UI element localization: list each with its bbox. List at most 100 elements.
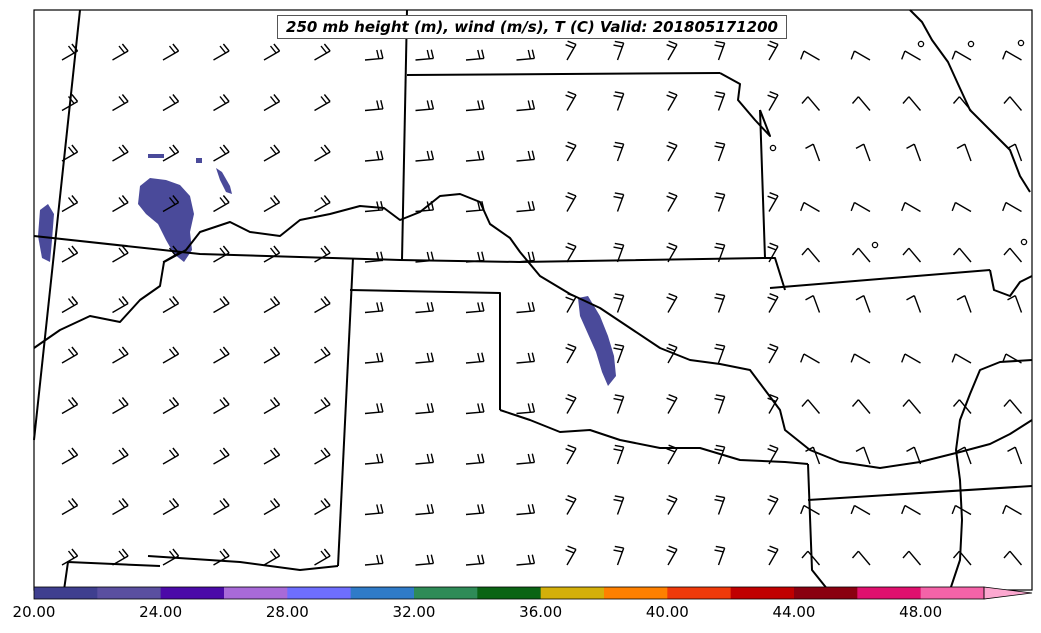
- boundary-line: [769, 269, 991, 289]
- wind-barb: [565, 91, 577, 111]
- wind-barb: [952, 399, 972, 414]
- wind-barb: [516, 49, 536, 61]
- wind-barb: [767, 343, 779, 364]
- wind-barb: [314, 195, 331, 213]
- wind-barb: [850, 50, 871, 61]
- wind-barb: [613, 545, 625, 566]
- temperature-shading: [38, 154, 616, 386]
- shade-region-colorado: [138, 178, 194, 262]
- wind-barb: [162, 346, 180, 364]
- wind-barb: [714, 40, 726, 61]
- shade-region-small-north: [216, 168, 232, 194]
- wind-barb: [263, 245, 281, 263]
- wind-barb: [61, 195, 79, 213]
- wind-barb: [855, 143, 871, 162]
- wind-barb: [162, 447, 180, 465]
- wind-barb: [61, 94, 79, 112]
- wind-barb: [851, 247, 871, 263]
- wind-barb: [801, 550, 821, 566]
- wind-barb: [855, 294, 871, 313]
- colorbar-swatch: [97, 587, 162, 599]
- wind-barb: [801, 96, 821, 111]
- boundary-line: [33, 9, 81, 441]
- wind-barb: [364, 352, 384, 364]
- wind-barb: [415, 453, 435, 465]
- wind-barb: [613, 141, 625, 162]
- wind-barb: [162, 397, 180, 415]
- colorbar-outline: [33, 586, 985, 600]
- boundary-line: [406, 72, 721, 76]
- wind-barb: [902, 399, 922, 414]
- wind-barb: [666, 91, 678, 111]
- calm-wind-markers: [769, 39, 1028, 249]
- colorbar-swatch: [920, 587, 985, 599]
- wind-barb: [666, 192, 678, 212]
- wind-barbs: [61, 40, 1023, 566]
- wind-barb: [1002, 50, 1022, 61]
- wind-barb: [666, 495, 678, 515]
- wind-barb: [415, 201, 435, 213]
- wind-barb: [666, 242, 678, 263]
- wind-barb: [901, 504, 921, 516]
- wind-barb: [415, 554, 435, 566]
- wind-barb: [850, 201, 871, 213]
- wind-barb: [565, 293, 577, 313]
- boundary-line: [499, 409, 809, 465]
- colorbar-swatch: [540, 587, 605, 599]
- wind-barb: [906, 294, 922, 313]
- wind-barb: [213, 346, 230, 364]
- wind-barb: [61, 296, 79, 314]
- boundary-line: [33, 235, 766, 263]
- wind-barb: [801, 247, 821, 263]
- wind-barb: [666, 141, 678, 162]
- wind-barb: [767, 495, 779, 515]
- wind-barb: [666, 343, 678, 364]
- wind-barb: [714, 444, 726, 465]
- wind-barb: [213, 144, 230, 162]
- wind-barb: [851, 96, 871, 111]
- colorbar-tick-label: 20.00: [12, 603, 56, 621]
- wind-barb: [61, 245, 79, 263]
- wind-barb: [213, 195, 230, 213]
- wind-barb: [465, 302, 485, 314]
- colorbar-tick-label: 40.00: [645, 603, 689, 621]
- wind-barb: [112, 195, 129, 213]
- map-frame: [33, 9, 1033, 591]
- boundary-line: [337, 257, 354, 567]
- wind-barb: [1003, 399, 1023, 414]
- calm-circle: [917, 40, 925, 48]
- wind-barb: [516, 302, 536, 314]
- wind-barb: [162, 548, 180, 566]
- wind-barb: [714, 141, 726, 162]
- colorbar-swatch: [857, 587, 922, 599]
- calm-circle: [1017, 39, 1025, 47]
- wind-barb: [805, 294, 821, 313]
- wind-barb: [851, 550, 871, 566]
- wind-barb: [61, 346, 79, 364]
- wind-barb: [516, 150, 536, 162]
- wind-barb: [263, 447, 281, 465]
- colorbar-swatch: [34, 587, 98, 599]
- wind-barb: [465, 352, 485, 364]
- wind-barb: [314, 447, 331, 465]
- wind-barb: [516, 554, 536, 566]
- wind-barb: [314, 144, 331, 162]
- wind-barb: [213, 94, 230, 112]
- colorbar-swatch: [730, 587, 795, 599]
- colorbar-swatch: [160, 587, 225, 599]
- wind-barb: [714, 242, 726, 263]
- wind-barb: [767, 293, 779, 313]
- wind-barb: [952, 96, 972, 111]
- state-boundaries: [33, 9, 1033, 591]
- wind-barb: [364, 504, 384, 516]
- wind-barb: [112, 447, 129, 465]
- wind-barb: [61, 548, 79, 566]
- colorbar-swatch: [224, 587, 288, 599]
- wind-barb: [666, 394, 678, 414]
- wind-barb: [767, 545, 779, 566]
- river-line: [989, 269, 1033, 297]
- wind-barb: [415, 302, 435, 314]
- wind-barb: [213, 498, 230, 516]
- wind-barb: [613, 444, 625, 465]
- wind-barb: [613, 394, 625, 414]
